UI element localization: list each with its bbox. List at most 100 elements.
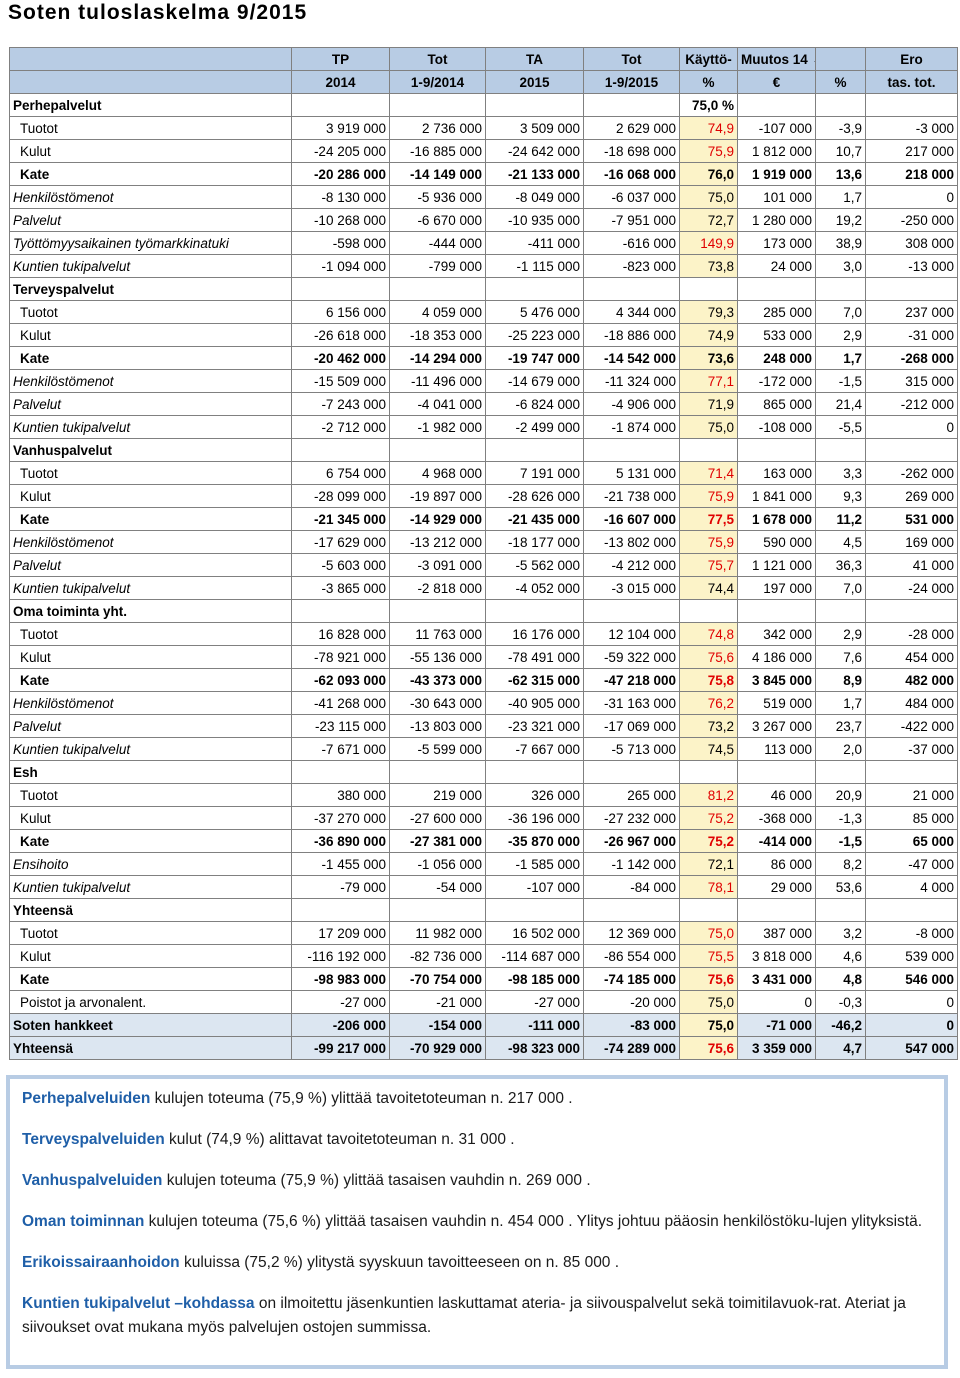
value-cell: 75,0 xyxy=(679,415,738,439)
value-cell xyxy=(815,760,866,784)
value-cell: -62 093 000 xyxy=(291,668,390,692)
table-row: Kulut -26 618 000 -18 353 000 -25 223 000 -1… xyxy=(9,323,958,347)
table-row: Palvelut -23 115 000 -13 803 000 -23 321 00… xyxy=(9,714,958,738)
value-cell xyxy=(865,277,958,301)
value-cell xyxy=(865,438,958,462)
value-cell: -82 736 000 xyxy=(389,944,486,968)
value-cell: 3 845 000 xyxy=(737,668,816,692)
row-label: Perhepalvelut xyxy=(9,93,292,117)
value-cell: 75,9 xyxy=(679,484,738,508)
table-row: Kuntien tukipalvelut -2 712 000 -1 982 000… xyxy=(9,415,958,439)
value-cell: -172 000 xyxy=(737,369,816,393)
value-cell: 1 919 000 xyxy=(737,162,816,186)
header-row2: 2014 1-9/2014 2015 1-9/2015% €% tas. tot. xyxy=(9,70,958,94)
value-cell: -14 929 000 xyxy=(389,507,486,531)
value-cell: -1 585 000 xyxy=(485,852,584,876)
value-cell: -13 212 000 xyxy=(389,530,486,554)
value-cell xyxy=(815,277,866,301)
value-cell xyxy=(815,438,866,462)
value-cell: -28 626 000 xyxy=(485,484,584,508)
header-cell: 2014 xyxy=(291,70,390,94)
value-cell: 29 000 xyxy=(737,875,816,899)
table-row: Henkilöstömenot -15 509 000 -11 496 000 -14… xyxy=(9,369,958,393)
row-label: Kulut xyxy=(9,484,292,508)
value-cell: 11 763 000 xyxy=(389,622,486,646)
value-cell: -212 000 xyxy=(865,392,958,416)
value-cell: 41 000 xyxy=(865,553,958,577)
value-cell: -14 679 000 xyxy=(485,369,584,393)
note-highlight: Erikoissairaanhoidon xyxy=(22,1254,180,1271)
value-cell: 7 191 000 xyxy=(485,461,584,485)
value-cell: 197 000 xyxy=(737,576,816,600)
value-cell: -17 629 000 xyxy=(291,530,390,554)
value-cell: 4 186 000 xyxy=(737,645,816,669)
value-cell: -70 754 000 xyxy=(389,967,486,991)
value-cell: -107 000 xyxy=(485,875,584,899)
value-cell: -1 056 000 xyxy=(389,852,486,876)
value-cell: 53,6 xyxy=(815,875,866,899)
section-row: Yhteensä xyxy=(9,898,958,922)
section-row: Oma toiminta yht. xyxy=(9,599,958,623)
table-row: Kulut -116 192 000 -82 736 000 -114 687 000… xyxy=(9,944,958,968)
table-row: Kate -21 345 000 -14 929 000 -21 435 000 -16… xyxy=(9,507,958,531)
value-cell xyxy=(583,599,680,623)
value-cell: -7 243 000 xyxy=(291,392,390,416)
table-row: Kate -36 890 000 -27 381 000 -35 870 000 -26… xyxy=(9,829,958,853)
value-cell: -411 000 xyxy=(485,231,584,255)
value-cell: -6 670 000 xyxy=(389,208,486,232)
value-cell: -19 897 000 xyxy=(389,484,486,508)
note-text: kulujen toteuma (75,6 %) ylittää tasaise… xyxy=(144,1213,923,1230)
value-cell: 19,2 xyxy=(815,208,866,232)
value-cell: 75,0 xyxy=(679,1013,738,1037)
value-cell: 77,1 xyxy=(679,369,738,393)
row-label: Kulut xyxy=(9,806,292,830)
value-cell: 16 502 000 xyxy=(485,921,584,945)
value-cell: 21,4 xyxy=(815,392,866,416)
value-cell xyxy=(485,760,584,784)
value-cell: 0 xyxy=(865,415,958,439)
value-cell: -36 196 000 xyxy=(485,806,584,830)
value-cell: 342 000 xyxy=(737,622,816,646)
value-cell: -83 000 xyxy=(583,1013,680,1037)
value-cell: 1 812 000 xyxy=(737,139,816,163)
value-cell: -24 642 000 xyxy=(485,139,584,163)
row-label: Tuotot xyxy=(9,921,292,945)
value-cell xyxy=(815,898,866,922)
value-cell xyxy=(865,760,958,784)
value-cell: 0 xyxy=(865,990,958,1014)
value-cell: -70 929 000 xyxy=(389,1036,486,1060)
value-cell: 20,9 xyxy=(815,783,866,807)
value-cell: -25 223 000 xyxy=(485,323,584,347)
value-cell: 78,1 xyxy=(679,875,738,899)
value-cell: 8,9 xyxy=(815,668,866,692)
value-cell: 149,9 xyxy=(679,231,738,255)
value-cell: -15 509 000 xyxy=(291,369,390,393)
table-row: Poistot ja arvonalent. -27 000 -21 000 -27 … xyxy=(9,990,958,1014)
value-cell: 46 000 xyxy=(737,783,816,807)
note-highlight: Oman toiminnan xyxy=(22,1213,145,1230)
value-cell: -111 000 xyxy=(485,1013,584,1037)
value-cell: -2 712 000 xyxy=(291,415,390,439)
value-cell: -14 149 000 xyxy=(389,162,486,186)
value-cell: -5 713 000 xyxy=(583,737,680,761)
table-row: Kate -98 983 000 -70 754 000 -98 185 000 -74… xyxy=(9,967,958,991)
value-cell: 1 121 000 xyxy=(737,553,816,577)
table-row: Kulut -78 921 000 -55 136 000 -78 491 000 -5… xyxy=(9,645,958,669)
value-cell: 79,3 xyxy=(679,300,738,324)
value-cell: 315 000 xyxy=(865,369,958,393)
commentary-box: Perhepalveluiden kulujen toteuma (75,9 %… xyxy=(6,1075,948,1369)
value-cell: -5 936 000 xyxy=(389,185,486,209)
value-cell: -823 000 xyxy=(583,254,680,278)
value-cell: 3 267 000 xyxy=(737,714,816,738)
value-cell: 10,7 xyxy=(815,139,866,163)
table-row: Soten hankkeet -206 000 -154 000 -111 000 -8… xyxy=(9,1013,958,1037)
table-row: Tuotot 6 754 000 4 968 000 7 191 000 5 131 0… xyxy=(9,461,958,485)
value-cell: 4,5 xyxy=(815,530,866,554)
value-cell: 86 000 xyxy=(737,852,816,876)
row-label: Tuotot xyxy=(9,300,292,324)
value-cell xyxy=(389,438,486,462)
value-cell xyxy=(291,898,390,922)
note-highlight: Vanhuspalveluiden xyxy=(22,1172,163,1189)
table-row: Kate -62 093 000 -43 373 000 -62 315 000 -47… xyxy=(9,668,958,692)
value-cell: 1,7 xyxy=(815,185,866,209)
